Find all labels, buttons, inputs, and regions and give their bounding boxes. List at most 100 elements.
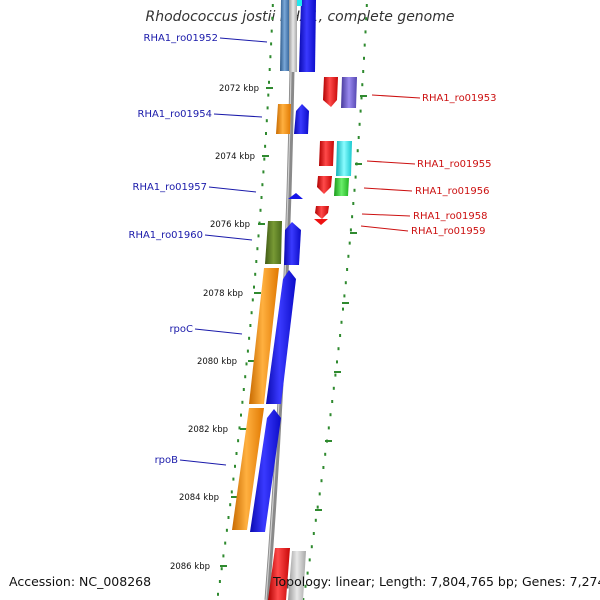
- guide-dot: [336, 360, 338, 364]
- label-connector: [366, 160, 416, 165]
- gene-label-ro01960[interactable]: RHA1_ro01960: [129, 230, 204, 241]
- guide-dot: [344, 281, 347, 285]
- label-connector: [194, 328, 243, 335]
- guide-dot: [265, 132, 267, 135]
- guide-dot: [256, 247, 259, 251]
- gene-feature-ro01952-b[interactable]: [289, 0, 297, 72]
- guide-dot: [327, 426, 330, 430]
- gene-label-rpoC[interactable]: rpoC: [169, 324, 193, 335]
- guide-dot: [265, 119, 268, 123]
- guide-dot: [347, 254, 350, 258]
- gene-feature-ro01956-a[interactable]: [317, 176, 332, 194]
- guide-dot: [361, 83, 364, 87]
- label-connector: [179, 459, 227, 466]
- guide-dot: [266, 106, 269, 110]
- tick-label: 2074 kbp: [215, 152, 255, 162]
- gene-feature-ro01953-b[interactable]: [341, 77, 357, 108]
- guide-dot: [253, 285, 255, 289]
- label-connector: [219, 37, 268, 43]
- guide-dot: [234, 464, 236, 468]
- guide-dot: [308, 558, 311, 562]
- guide-dot: [254, 272, 257, 276]
- guide-dot: [360, 96, 363, 100]
- guide-dot: [310, 545, 313, 549]
- label-connector: [213, 113, 263, 118]
- guide-dot: [356, 149, 359, 153]
- guide-dot: [320, 479, 323, 483]
- guide-dot: [352, 202, 355, 205]
- guide-dot: [227, 516, 230, 519]
- guide-dot: [244, 375, 247, 379]
- gene-feature-ro01959[interactable]: [314, 219, 328, 225]
- guide-dot: [246, 349, 249, 353]
- gene-feature-rpoB-b[interactable]: [250, 409, 281, 532]
- guide-dot: [357, 136, 360, 139]
- gene-label-ro01956[interactable]: RHA1_ro01956: [415, 186, 490, 197]
- guide-dot: [271, 16, 274, 20]
- guide-dot: [359, 109, 362, 113]
- gene-feature-ro01960-b[interactable]: [284, 222, 301, 265]
- guide-dot: [220, 567, 223, 571]
- guide-dot: [238, 426, 241, 430]
- guide-dot: [224, 541, 227, 545]
- guide-dot: [268, 68, 271, 71]
- gene-feature-ro01955-b[interactable]: [336, 141, 352, 176]
- guide-dot: [225, 528, 228, 532]
- guide-dot: [235, 452, 238, 455]
- guide-dot: [342, 307, 344, 311]
- guide-dot: [222, 554, 225, 558]
- gene-feature-ro01954-a[interactable]: [276, 104, 291, 134]
- gene-feature-bottom-red[interactable]: [268, 548, 290, 600]
- guide-dot: [322, 466, 325, 469]
- gene-feature-rpoC-a[interactable]: [249, 268, 279, 404]
- guide-dot: [331, 400, 334, 403]
- gene-label-ro01957[interactable]: RHA1_ro01957: [133, 182, 208, 193]
- gene-feature-ro01955-a[interactable]: [319, 141, 334, 166]
- gene-feature-bottom-gray[interactable]: [288, 551, 306, 600]
- gene-feature-ro01958[interactable]: [315, 206, 329, 219]
- gene-feature-ro01954-b[interactable]: [294, 104, 309, 134]
- guide-dot: [348, 241, 351, 245]
- gene-label-ro01954[interactable]: RHA1_ro01954: [138, 109, 213, 120]
- guide-dot: [263, 157, 266, 161]
- gene-label-ro01953[interactable]: RHA1_ro01953: [422, 93, 497, 104]
- guide-dot: [248, 336, 251, 340]
- gene-feature-ro01952-c[interactable]: [299, 0, 316, 72]
- tick-label: 2086 kbp: [170, 562, 210, 572]
- guide-dot: [270, 42, 273, 46]
- gene-feature-rpoB-a[interactable]: [232, 408, 264, 530]
- gene-label-rpoB[interactable]: rpoB: [155, 455, 179, 466]
- gene-feature-rpoC-b[interactable]: [266, 270, 296, 404]
- guide-dot: [304, 584, 307, 588]
- gene-feature-ro01953-a[interactable]: [323, 77, 338, 107]
- guide-dot: [250, 311, 253, 315]
- guide-dot: [365, 17, 368, 21]
- gene-label-ro01959[interactable]: RHA1_ro01959: [411, 226, 486, 237]
- guide-dot: [271, 4, 274, 7]
- gene-feature-ro01956-b[interactable]: [334, 178, 349, 196]
- gene-feature-ro01957[interactable]: [288, 193, 303, 199]
- guide-dot: [354, 175, 357, 179]
- guide-dot: [316, 505, 319, 509]
- gene-feature-ro01960-a[interactable]: [265, 221, 282, 264]
- gene-feature-top-cyan[interactable]: [297, 0, 302, 6]
- guide-dot: [232, 477, 235, 481]
- guide-dot: [346, 268, 349, 271]
- tick-label: 2072 kbp: [219, 84, 259, 94]
- gene-label-ro01955[interactable]: RHA1_ro01955: [417, 159, 492, 170]
- tick-label: 2082 kbp: [188, 425, 228, 435]
- guide-dot: [218, 580, 221, 583]
- tick-labels: 2072 kbp 2074 kbp 2076 kbp 2078 kbp 2080…: [170, 84, 259, 572]
- map-title: Rhodococcus jostii RHA1, complete genome: [145, 9, 455, 25]
- gene-label-ro01958[interactable]: RHA1_ro01958: [413, 211, 488, 222]
- guide-dot: [337, 347, 340, 351]
- guide-dot: [240, 413, 242, 417]
- gene-feature-ro01952-a[interactable]: [280, 0, 289, 71]
- gene-label-ro01952[interactable]: RHA1_ro01952: [144, 33, 219, 44]
- guide-dot: [364, 30, 367, 34]
- label-connector: [363, 187, 413, 192]
- guide-dot: [270, 29, 273, 33]
- guide-dot: [343, 294, 346, 298]
- tick-marks-right: [315, 95, 367, 511]
- guide-dot: [255, 260, 258, 263]
